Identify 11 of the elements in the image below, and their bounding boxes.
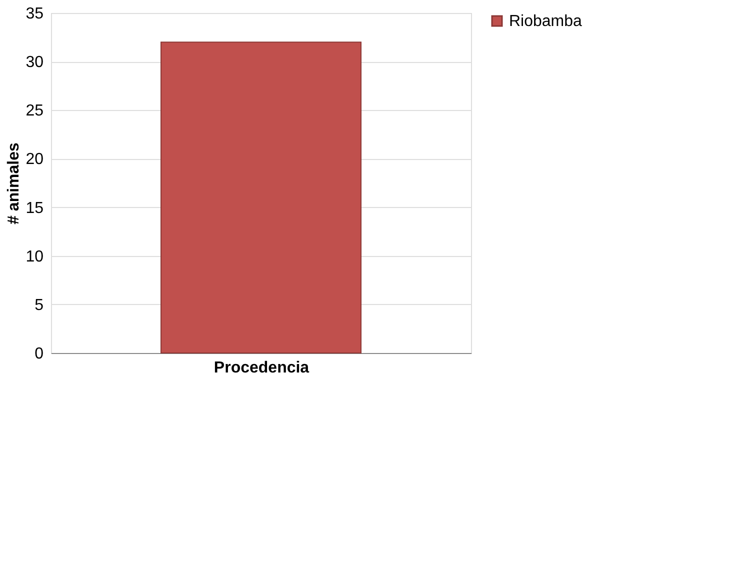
y-tick-label: 5: [34, 296, 44, 314]
y-tick-label: 35: [26, 6, 44, 22]
y-tick-label: 10: [26, 248, 44, 266]
y-tick-label: 15: [26, 200, 44, 217]
x-axis-title: Procedencia: [214, 360, 310, 376]
y-tick-label: 25: [26, 102, 44, 120]
y-tick-label: 20: [26, 151, 44, 168]
y-axis-title: # animales: [6, 142, 23, 224]
y-tick-label: 30: [26, 54, 44, 72]
legend-label: Riobamba: [509, 13, 582, 30]
y-tick-label: 0: [34, 346, 44, 362]
